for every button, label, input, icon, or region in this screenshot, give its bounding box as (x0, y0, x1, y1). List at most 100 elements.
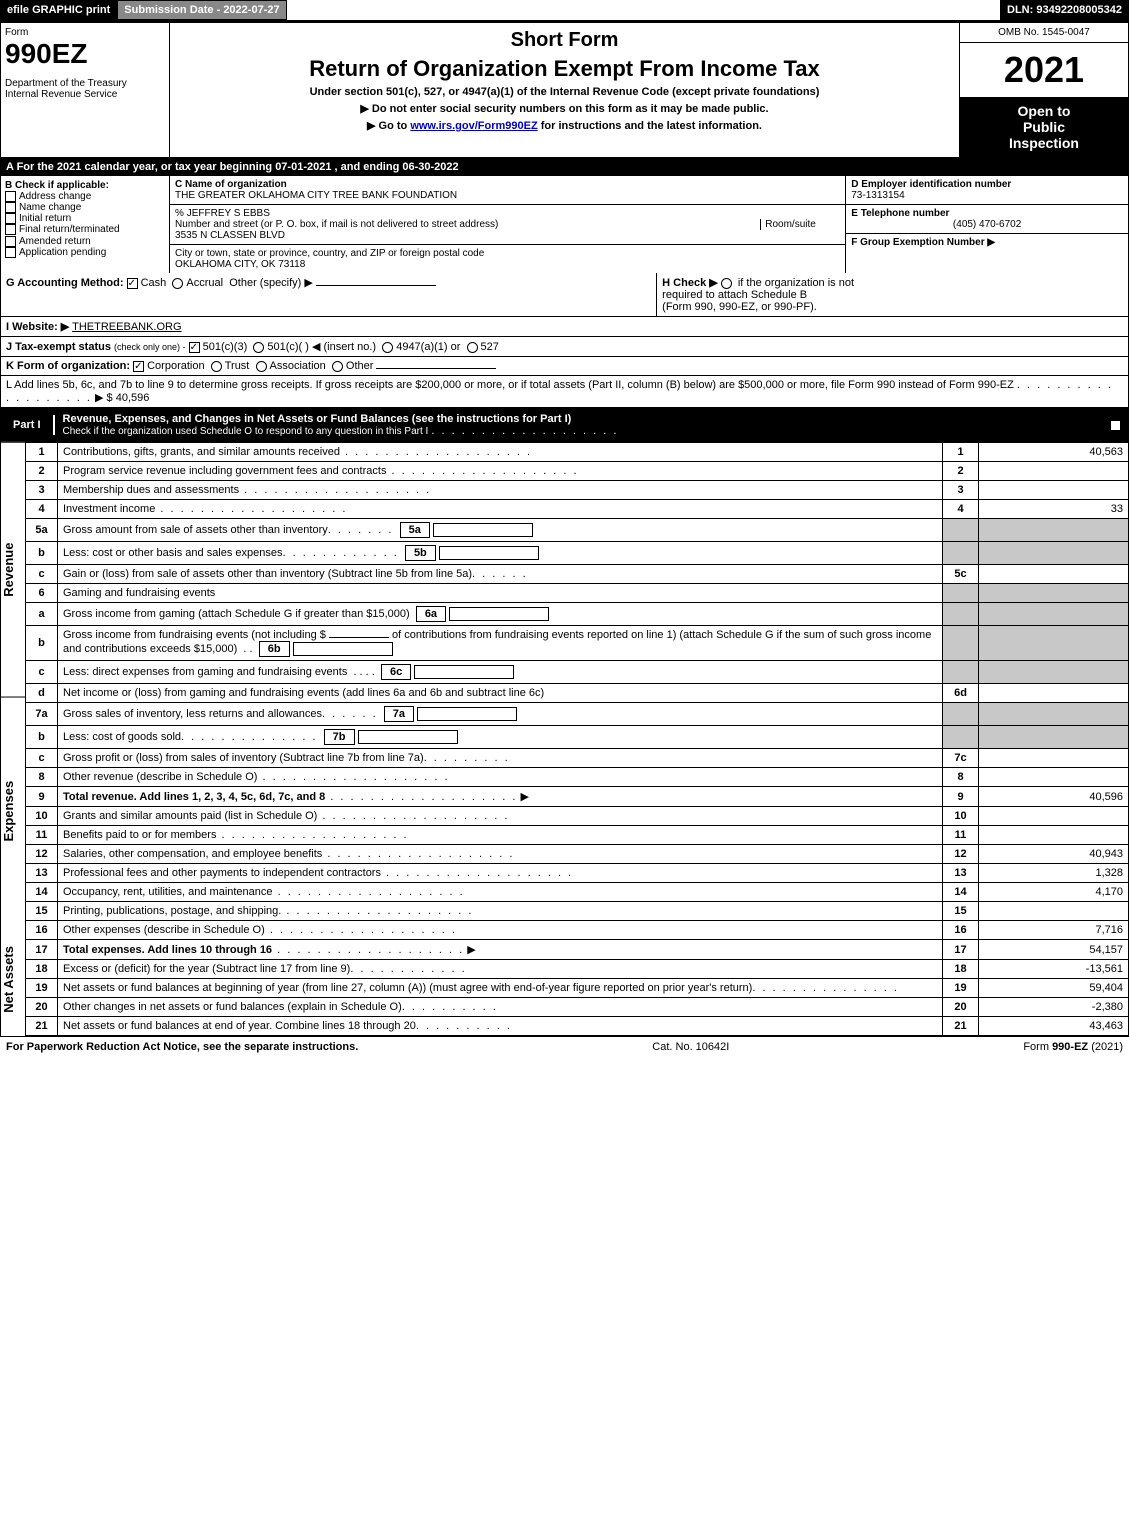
line-7b-amt (979, 726, 1129, 749)
k-opt0: Corporation (147, 360, 204, 372)
line-7c-col: 7c (943, 749, 979, 768)
arrow-17: ▶ (467, 944, 475, 956)
dots-5b: . . . . . . . . . . . . (283, 547, 399, 559)
chk-name-change[interactable] (5, 202, 16, 213)
line-12-col: 12 (943, 845, 979, 864)
line-9-num: 9 (26, 787, 58, 807)
chk-527[interactable] (467, 342, 478, 353)
part1-header: Part I Revenue, Expenses, and Changes in… (0, 408, 1129, 442)
line-17-num: 17 (26, 940, 58, 960)
line-10-amt (979, 807, 1129, 826)
dots-5a: . . . . . . . (328, 524, 394, 536)
form-header: Form 990EZ Department of the Treasury In… (0, 22, 1129, 158)
line-18: 18Excess or (deficit) for the year (Subt… (26, 960, 1129, 979)
k-opt3: Other (346, 360, 374, 372)
line-4-num: 4 (26, 500, 58, 519)
val-7b[interactable] (358, 730, 458, 744)
row-g-h: G Accounting Method: Cash Accrual Other … (0, 273, 1129, 317)
chk-schedule-o[interactable] (1110, 420, 1121, 431)
g-other: Other (specify) ▶ (229, 277, 313, 289)
line-6b-blank[interactable] (329, 637, 389, 638)
room-label: Room/suite (760, 219, 840, 230)
chk-h[interactable] (721, 278, 732, 289)
j-opt1: 501(c)(3) (203, 341, 248, 353)
website-value: THETREEBANK.ORG (72, 321, 181, 333)
k-opt2: Association (270, 360, 326, 372)
dots-9: . . . . . . . . . . . . . . . . . . . (325, 791, 517, 803)
chk-other-org[interactable] (332, 361, 343, 372)
line-6c-col (943, 661, 979, 684)
dots-4: . . . . . . . . . . . . . . . . . . . (155, 503, 347, 515)
g-cash: Cash (141, 277, 167, 289)
section-c: C Name of organization THE GREATER OKLAH… (170, 176, 846, 273)
line-20-desc: Other changes in net assets or fund bala… (63, 1001, 402, 1013)
line-6-col (943, 584, 979, 603)
chk-application-pending[interactable] (5, 247, 16, 258)
h-text1: if the organization is not (738, 277, 854, 289)
chk-amended-return[interactable] (5, 236, 16, 247)
line-6a-desc: Gross income from gaming (attach Schedul… (63, 608, 410, 620)
city-state-zip: OKLAHOMA CITY, OK 73118 (175, 259, 840, 270)
dots-14: . . . . . . . . . . . . . . . . . . . (273, 886, 465, 898)
chk-cash[interactable] (127, 278, 138, 289)
line-6a: aGross income from gaming (attach Schedu… (26, 603, 1129, 626)
irs-link[interactable]: www.irs.gov/Form990EZ (410, 120, 537, 132)
line-19-amt: 59,404 (979, 979, 1129, 998)
side-revenue: Revenue (1, 442, 25, 697)
k-other-line[interactable] (376, 368, 496, 369)
street-address: 3535 N CLASSEN BLVD (175, 230, 840, 241)
line-10-col: 10 (943, 807, 979, 826)
j-opt2: 501(c)( ) ◀ (insert no.) (267, 341, 376, 353)
val-6c[interactable] (414, 665, 514, 679)
d-label: D Employer identification number (851, 179, 1123, 190)
line-6b-amt (979, 626, 1129, 661)
line-7c-amt (979, 749, 1129, 768)
line-15: 15Printing, publications, postage, and s… (26, 902, 1129, 921)
topbar: efile GRAPHIC print Submission Date - 20… (0, 0, 1129, 22)
chk-4947[interactable] (382, 342, 393, 353)
val-6a[interactable] (449, 607, 549, 621)
line-6b-num: b (26, 626, 58, 661)
line-13: 13Professional fees and other payments t… (26, 864, 1129, 883)
val-5a[interactable] (433, 523, 533, 537)
line-19-desc: Net assets or fund balances at beginning… (63, 982, 752, 994)
chk-final-return[interactable] (5, 224, 16, 235)
line-16-col: 16 (943, 921, 979, 940)
line-8: 8Other revenue (describe in Schedule O) … (26, 768, 1129, 787)
line-5a-num: 5a (26, 519, 58, 542)
line-18-amt: -13,561 (979, 960, 1129, 979)
line-9-amt: 40,596 (979, 787, 1129, 807)
line-6: 6Gaming and fundraising events (26, 584, 1129, 603)
line-14-desc: Occupancy, rent, utilities, and maintena… (63, 886, 273, 898)
line-1-desc: Contributions, gifts, grants, and simila… (63, 446, 340, 458)
line-6c-desc: Less: direct expenses from gaming and fu… (63, 666, 347, 678)
line-6c-num: c (26, 661, 58, 684)
chk-501c3[interactable] (189, 342, 200, 353)
chk-accrual[interactable] (172, 278, 183, 289)
chk-address-change[interactable] (5, 191, 16, 202)
chk-501c[interactable] (253, 342, 264, 353)
box-6a: 6a (416, 606, 446, 622)
i-label: I Website: ▶ (6, 321, 69, 333)
chk-association[interactable] (256, 361, 267, 372)
chk-initial-return[interactable] (5, 213, 16, 224)
line-5b-num: b (26, 542, 58, 565)
chk-trust[interactable] (211, 361, 222, 372)
line-6-amt (979, 584, 1129, 603)
line-18-desc: Excess or (deficit) for the year (Subtra… (63, 963, 350, 975)
line-5b-amt (979, 542, 1129, 565)
line-1: 1Contributions, gifts, grants, and simil… (26, 443, 1129, 462)
val-6b[interactable] (293, 642, 393, 656)
e-label: E Telephone number (851, 208, 1123, 219)
dots-7a: . . . . . . (322, 708, 378, 720)
g-other-line[interactable] (316, 285, 436, 286)
line-7a-desc: Gross sales of inventory, less returns a… (63, 708, 322, 720)
line-5b-col (943, 542, 979, 565)
line-3-amt (979, 481, 1129, 500)
val-5b[interactable] (439, 546, 539, 560)
val-7a[interactable] (417, 707, 517, 721)
tax-year: 2021 (960, 43, 1128, 97)
line-3-col: 3 (943, 481, 979, 500)
chk-corporation[interactable] (133, 361, 144, 372)
dots-5c: . . . . . . (472, 568, 528, 580)
